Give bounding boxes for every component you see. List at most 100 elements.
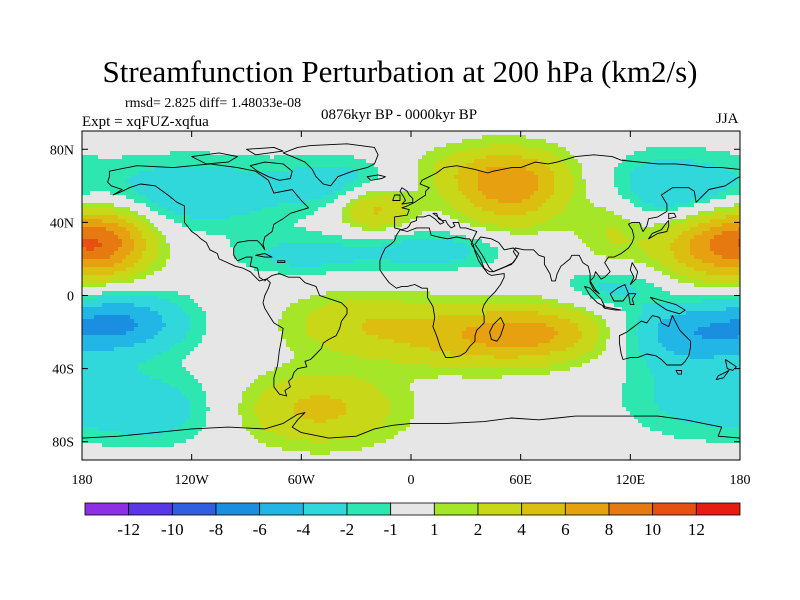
field-cell (334, 187, 339, 192)
field-cell (378, 187, 383, 192)
field-cell (638, 235, 643, 240)
field-cell (270, 163, 275, 168)
field-cell (238, 215, 243, 220)
field-cell (618, 231, 623, 236)
field-cell (118, 215, 123, 220)
field-cell (226, 223, 231, 228)
field-cell (538, 227, 543, 232)
field-cell (126, 147, 131, 152)
field-cell (318, 215, 323, 220)
field-cell (638, 167, 643, 172)
field-cell (522, 179, 527, 184)
field-cell (162, 211, 167, 216)
field-cell (574, 155, 579, 160)
field-cell (482, 151, 487, 156)
field-cell (670, 159, 675, 164)
field-cell (710, 207, 715, 212)
field-cell (350, 247, 355, 252)
field-cell (238, 167, 243, 172)
field-cell (482, 179, 487, 184)
field-cell (558, 203, 563, 208)
field-cell (206, 183, 211, 188)
field-cell (202, 147, 207, 152)
field-cell (410, 171, 415, 176)
field-cell (338, 191, 343, 196)
field-cell (474, 163, 479, 168)
field-cell (630, 179, 635, 184)
field-cell (250, 195, 255, 200)
field-cell (342, 131, 347, 136)
field-cell (198, 171, 203, 176)
field-cell (710, 223, 715, 228)
field-cell (334, 223, 339, 228)
field-cell (398, 155, 403, 160)
field-cell (114, 143, 119, 148)
field-cell (442, 183, 447, 188)
field-cell (238, 195, 243, 200)
field-cell (530, 155, 535, 160)
field-cell (190, 167, 195, 172)
field-cell (302, 131, 307, 136)
field-cell (174, 239, 179, 244)
field-cell (598, 187, 603, 192)
field-cell (726, 231, 731, 236)
field-cell (126, 199, 131, 204)
field-cell (454, 179, 459, 184)
field-cell (278, 227, 283, 232)
field-cell (290, 163, 295, 168)
field-cell (518, 151, 523, 156)
field-cell (194, 223, 199, 228)
field-cell (394, 199, 399, 204)
field-cell (586, 247, 591, 252)
field-cell (514, 143, 519, 148)
field-cell (658, 151, 663, 156)
field-cell (626, 135, 631, 140)
field-cell (366, 199, 371, 204)
field-cell (654, 219, 659, 224)
field-cell (574, 219, 579, 224)
field-cell (410, 215, 415, 220)
field-cell (414, 247, 419, 252)
field-cell (166, 207, 171, 212)
field-cell (726, 203, 731, 208)
field-cell (658, 159, 663, 164)
field-cell (202, 135, 207, 140)
field-cell (686, 191, 691, 196)
field-cell (454, 163, 459, 168)
field-cell (254, 219, 259, 224)
field-cell (462, 147, 467, 152)
field-cell (598, 131, 603, 136)
field-cell (354, 171, 359, 176)
field-cell (514, 235, 519, 240)
field-cell (366, 135, 371, 140)
field-cell (630, 131, 635, 136)
field-cell (158, 135, 163, 140)
field-cell (302, 219, 307, 224)
field-cell (294, 163, 299, 168)
field-cell (546, 247, 551, 252)
field-cell (478, 223, 483, 228)
field-cell (386, 147, 391, 152)
field-cell (518, 175, 523, 180)
contour-field (82, 131, 740, 460)
field-cell (738, 235, 740, 240)
field-cell (134, 227, 139, 232)
field-cell (702, 155, 707, 160)
field-cell (378, 247, 383, 252)
field-cell (702, 215, 707, 220)
field-cell (606, 203, 611, 208)
field-cell (534, 223, 539, 228)
field-cell (382, 243, 387, 248)
field-cell (346, 211, 351, 216)
field-cell (638, 247, 643, 252)
field-cell (194, 191, 199, 196)
field-cell (502, 151, 507, 156)
field-cell (414, 179, 419, 184)
field-cell (122, 135, 127, 140)
field-cell (306, 247, 311, 252)
field-cell (702, 175, 707, 180)
field-cell (690, 139, 695, 144)
field-cell (266, 223, 271, 228)
field-cell (490, 163, 495, 168)
field-cell (518, 239, 523, 244)
